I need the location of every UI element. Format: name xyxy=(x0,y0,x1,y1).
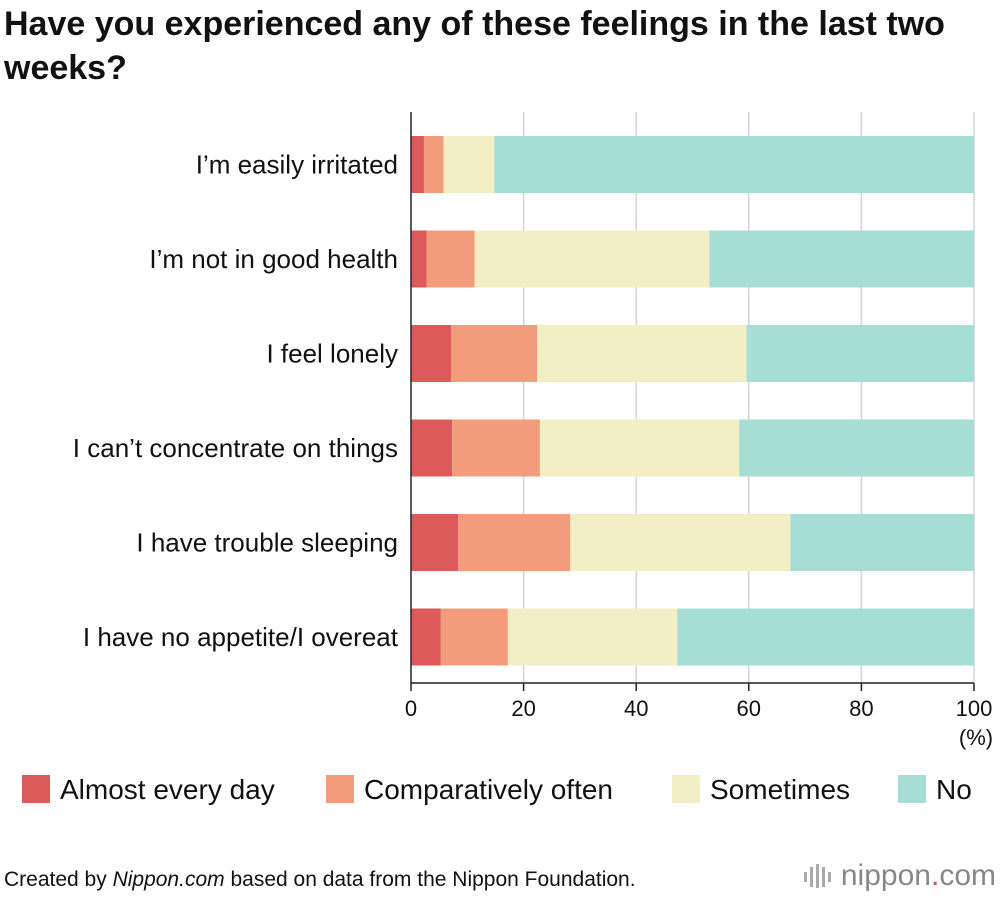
x-tick-label-0: 0 xyxy=(405,696,417,721)
bar-segment-5-2 xyxy=(458,514,571,571)
legend-label-4: No xyxy=(936,774,972,805)
bar-segment-3-4 xyxy=(746,325,974,382)
bar-segment-4-3 xyxy=(539,419,740,477)
bar-segment-2-1 xyxy=(411,230,427,288)
x-tick-label-100: 100 xyxy=(956,696,993,721)
bar-segment-5-3 xyxy=(570,514,791,571)
bar-segment-4-1 xyxy=(411,419,453,477)
grid-lines xyxy=(522,112,975,683)
legend-swatch-3 xyxy=(672,775,700,803)
legend: Almost every day Comparatively often Somet… xyxy=(22,774,972,805)
source-note: Created by Nippon.com based on data from… xyxy=(4,868,636,892)
x-tick-label-40: 40 xyxy=(624,696,648,721)
legend-swatch-2 xyxy=(326,775,354,803)
bar-segment-1-2 xyxy=(423,136,444,193)
bar-segment-2-2 xyxy=(426,230,475,288)
legend-swatch-4 xyxy=(898,775,926,803)
brand-bars-icon xyxy=(803,864,831,888)
bar-segment-6-2 xyxy=(440,608,508,666)
bar-segment-3-2 xyxy=(450,325,538,382)
bar-segment-5-1 xyxy=(411,514,459,571)
legend-swatch-1 xyxy=(22,775,50,803)
category-label-5: I have trouble sleeping xyxy=(136,528,398,558)
bar-segment-1-4 xyxy=(494,136,974,193)
bar-segment-6-1 xyxy=(411,608,441,666)
legend-label-3: Sometimes xyxy=(710,774,850,805)
bars xyxy=(411,136,974,666)
bar-segment-6-3 xyxy=(507,608,678,666)
brand-tld: com xyxy=(939,859,996,892)
category-label-3: I feel lonely xyxy=(266,339,398,369)
x-tick-label-80: 80 xyxy=(849,696,873,721)
bar-segment-3-3 xyxy=(537,325,747,382)
chart-title: Have you experienced any of these feelin… xyxy=(4,5,945,87)
bar-segment-5-4 xyxy=(790,514,974,571)
nippon-logo: nippon. com xyxy=(803,859,996,893)
x-unit-label: (%) xyxy=(959,725,993,750)
category-label-4: I can’t concentrate on things xyxy=(73,433,398,463)
bar-segment-2-3 xyxy=(474,230,710,288)
source-suffix: based on data from the Nippon Foundation… xyxy=(224,868,636,891)
category-labels: I’m easily irritated I’m not in good heal… xyxy=(73,150,399,653)
category-label-6: I have no appetite/I overeat xyxy=(83,622,399,652)
x-tick-label-60: 60 xyxy=(737,696,761,721)
bar-segment-3-1 xyxy=(411,325,451,382)
legend-label-2: Comparatively often xyxy=(364,774,613,805)
brand-dot: . xyxy=(930,859,940,892)
source-prefix: Created by xyxy=(4,868,113,891)
bar-segment-2-4 xyxy=(709,230,974,288)
category-label-2: I’m not in good health xyxy=(149,244,398,274)
bar-segment-1-3 xyxy=(443,136,495,193)
bar-segment-4-2 xyxy=(452,419,540,477)
x-tick-label-20: 20 xyxy=(511,696,535,721)
source-site: Nippon.com xyxy=(112,868,225,891)
category-label-1: I’m easily irritated xyxy=(196,150,398,180)
axes: 0 20 40 60 80 100 (%) xyxy=(405,112,993,750)
bar-segment-6-4 xyxy=(677,608,974,666)
bar-segment-1-1 xyxy=(411,136,424,193)
legend-label-1: Almost every day xyxy=(60,774,275,805)
bar-segment-4-4 xyxy=(739,419,974,477)
brand-name: nippon xyxy=(840,859,931,892)
